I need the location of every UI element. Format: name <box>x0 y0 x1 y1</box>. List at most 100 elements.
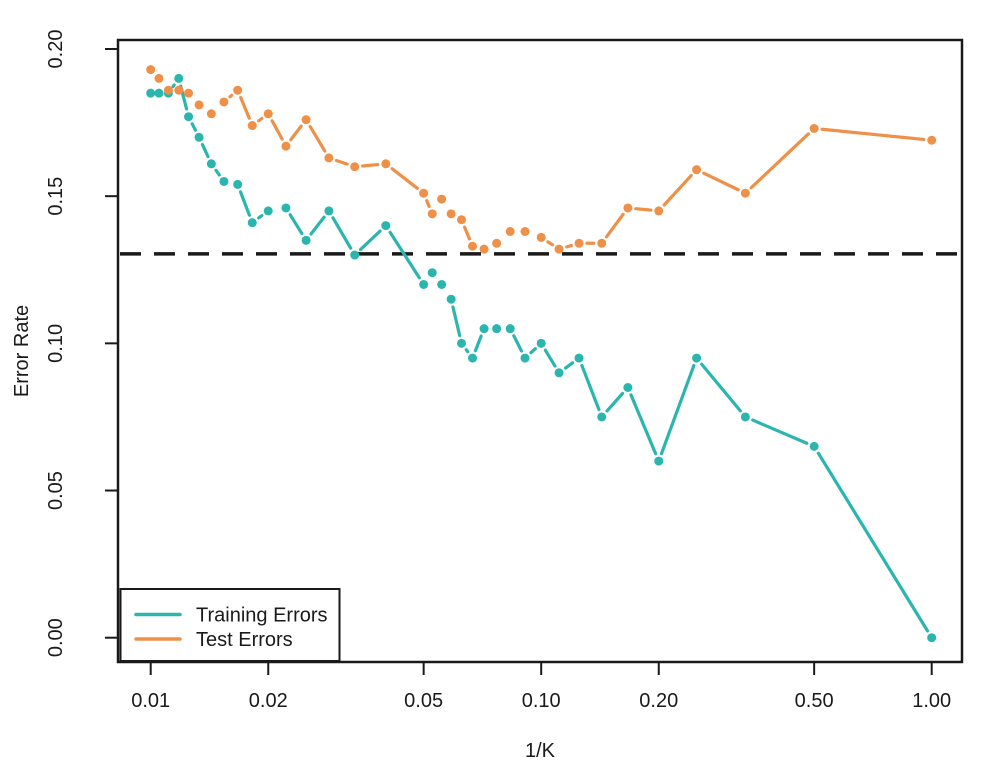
data-point <box>281 203 291 213</box>
series-segment <box>289 124 303 142</box>
data-point <box>163 85 173 95</box>
data-point <box>146 88 156 98</box>
x-tick-label: 0.10 <box>522 690 561 712</box>
data-point <box>809 441 819 451</box>
data-point <box>597 412 607 422</box>
series-segment <box>512 334 524 353</box>
series-segment <box>605 391 625 413</box>
data-point <box>456 215 466 225</box>
data-point <box>194 100 204 110</box>
series-segment <box>425 199 431 209</box>
series-segment <box>629 393 658 456</box>
data-point <box>654 206 664 216</box>
x-axis-title: 1/K <box>525 740 556 762</box>
legend-box <box>119 588 341 662</box>
series-segment <box>543 348 557 368</box>
data-point <box>324 206 334 216</box>
series-segment <box>257 116 264 123</box>
series-training <box>146 73 937 643</box>
data-point <box>597 238 607 248</box>
data-point <box>381 159 391 169</box>
data-point <box>479 324 489 334</box>
data-point <box>623 383 633 393</box>
data-point <box>301 235 311 245</box>
series-segment <box>214 168 221 177</box>
data-point <box>324 153 334 163</box>
x-axis: 0.01 0.02 0.05 0.10 0.20 0.50 1.00 <box>131 662 951 712</box>
series-segment <box>749 132 810 190</box>
series-segment <box>546 240 554 247</box>
data-point <box>206 159 216 169</box>
series-segment <box>702 171 740 192</box>
data-point <box>492 238 502 248</box>
legend-label: Training Errors <box>196 605 328 627</box>
data-point <box>350 250 360 260</box>
legend-entry-training: Training Errors <box>134 605 328 627</box>
data-point <box>740 412 750 422</box>
data-point <box>692 165 702 175</box>
data-point <box>263 206 273 216</box>
data-point <box>554 368 564 378</box>
series-segment <box>751 418 809 445</box>
data-point <box>437 194 447 204</box>
data-point <box>427 268 437 278</box>
data-point <box>927 135 937 145</box>
data-point <box>263 109 273 119</box>
series-segment <box>308 124 327 153</box>
series-segment <box>270 119 284 141</box>
data-point <box>492 324 502 334</box>
data-point <box>692 353 702 363</box>
data-point <box>219 97 229 107</box>
series-segment <box>820 127 926 142</box>
data-point <box>505 226 515 236</box>
data-point <box>184 88 194 98</box>
data-point <box>536 338 546 348</box>
series-segment <box>529 347 537 355</box>
series-segment <box>473 334 483 353</box>
y-axis: 0.00 0.05 0.10 0.15 0.20 <box>45 30 118 657</box>
data-point <box>927 633 937 643</box>
series-segment <box>190 122 198 132</box>
data-point <box>554 244 564 254</box>
series-segment <box>288 213 304 236</box>
y-tick-label: 0.00 <box>45 618 67 657</box>
y-tick-label: 0.10 <box>45 324 67 363</box>
x-tick-label: 1.00 <box>912 690 951 712</box>
data-point <box>419 279 429 289</box>
x-tick-label: 0.05 <box>404 690 443 712</box>
series-segment <box>228 93 234 99</box>
data-point <box>419 188 429 198</box>
data-point <box>479 244 489 254</box>
data-point <box>154 73 164 83</box>
data-point <box>520 353 530 363</box>
data-point <box>623 203 633 213</box>
data-point <box>505 324 515 334</box>
x-tick-label: 0.50 <box>795 690 834 712</box>
data-point <box>247 121 257 131</box>
data-point <box>468 241 478 251</box>
series-segment <box>464 348 470 354</box>
series-segment <box>200 142 210 159</box>
x-tick-label: 0.20 <box>639 690 678 712</box>
data-point <box>194 132 204 142</box>
x-tick-label: 0.02 <box>249 690 288 712</box>
data-point <box>446 294 456 304</box>
data-point <box>350 162 360 172</box>
x-tick-label: 0.01 <box>131 690 170 712</box>
series-test <box>146 65 937 254</box>
data-point <box>381 221 391 231</box>
data-point <box>174 85 184 95</box>
series-segment <box>563 361 575 370</box>
series-segment <box>309 215 326 236</box>
data-point <box>247 218 257 228</box>
series-segment <box>331 216 353 250</box>
series-segment <box>462 225 472 241</box>
data-point <box>446 209 456 219</box>
series-segment <box>171 83 176 89</box>
data-point <box>174 73 184 83</box>
series-segment <box>580 363 601 412</box>
data-point <box>233 85 243 95</box>
y-tick-label: 0.20 <box>45 30 67 69</box>
